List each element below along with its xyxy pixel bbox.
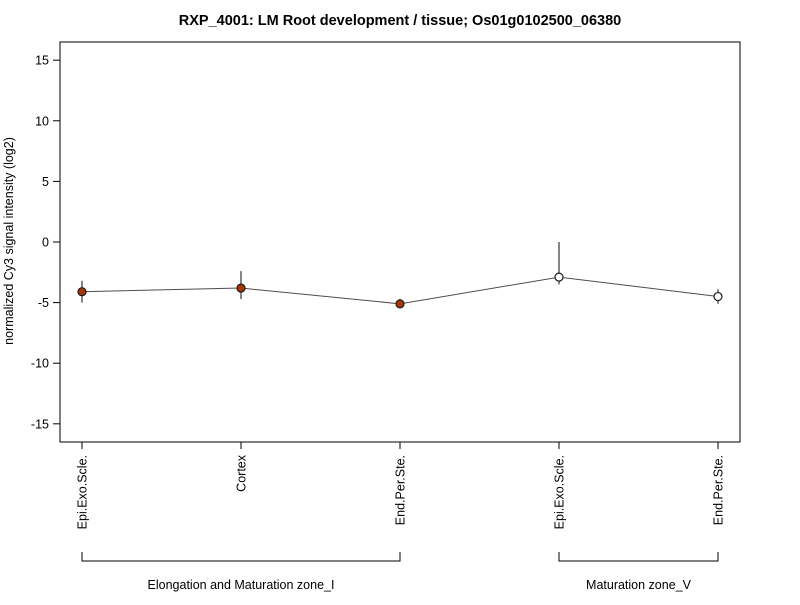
x-tick-label: Cortex [235,454,249,492]
group-label: Maturation zone_V [586,578,692,592]
data-point-marker [236,283,246,293]
data-point-marker [713,291,723,302]
x-tick-label: End.Per.Ste. [712,455,726,525]
y-tick-label: 10 [35,114,49,128]
y-tick-label: -10 [31,357,49,371]
y-tick-label: -15 [31,417,49,431]
y-tick-label: 5 [42,175,49,189]
x-tick-label: Epi.Exo.Scle. [76,455,90,529]
data-point-marker [77,287,87,297]
chart-title: RXP_4001: LM Root development / tissue; … [179,13,621,29]
data-point-marker [395,299,405,309]
y-tick-label: -5 [38,296,49,310]
x-tick-label: End.Per.Ste. [394,455,408,525]
y-tick-label: 0 [42,236,49,250]
group-label: Elongation and Maturation zone_I [148,578,335,592]
group-bracket [558,552,719,562]
plot-border [59,41,741,443]
data-point-marker [554,272,564,282]
y-tick-label: 15 [35,54,49,68]
x-tick-label: Epi.Exo.Scle. [553,455,567,529]
y-axis-label: normalized Cy3 signal intensity (log2) [2,137,16,345]
group-bracket [81,552,401,562]
plot-area: -15 -10 -5 0 5 10 15 Epi.Exo.Scle. Cortex End.Per… [31,41,741,592]
